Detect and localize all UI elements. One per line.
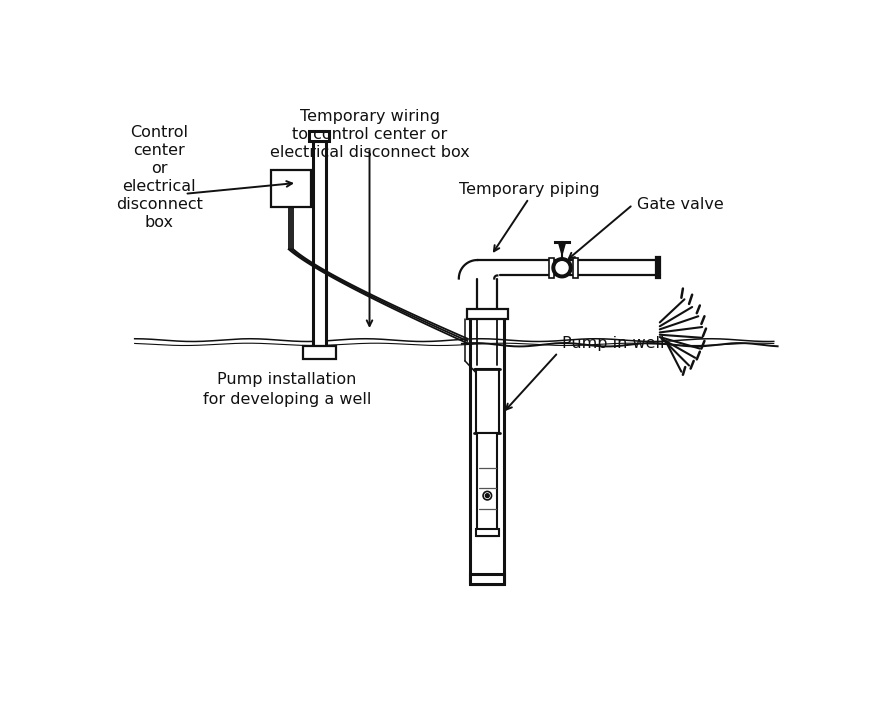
Polygon shape	[559, 244, 565, 255]
Bar	[271, 170, 311, 207]
Bar	[471, 574, 504, 584]
Bar	[476, 369, 499, 432]
Circle shape	[556, 262, 568, 274]
Text: Temporary piping: Temporary piping	[458, 182, 599, 197]
Text: Temporary wiring
to control center or
electrical disconnect box: Temporary wiring to control center or el…	[270, 109, 469, 160]
Bar	[466, 309, 508, 320]
Circle shape	[552, 258, 572, 278]
Bar	[313, 142, 326, 346]
Bar	[478, 432, 497, 536]
Text: Pump installation
for developing a well: Pump installation for developing a well	[203, 372, 371, 407]
Text: Control
center
or
electrical
disconnect
box: Control center or electrical disconnect …	[116, 125, 203, 230]
Bar	[310, 131, 330, 142]
Bar	[573, 258, 578, 278]
Bar	[656, 258, 660, 278]
Text: Pump in well: Pump in well	[562, 336, 664, 351]
Circle shape	[486, 494, 489, 498]
Bar	[549, 258, 554, 278]
Bar	[476, 529, 499, 536]
Bar	[303, 346, 336, 359]
Text: Gate valve: Gate valve	[637, 197, 724, 212]
Circle shape	[483, 491, 492, 500]
